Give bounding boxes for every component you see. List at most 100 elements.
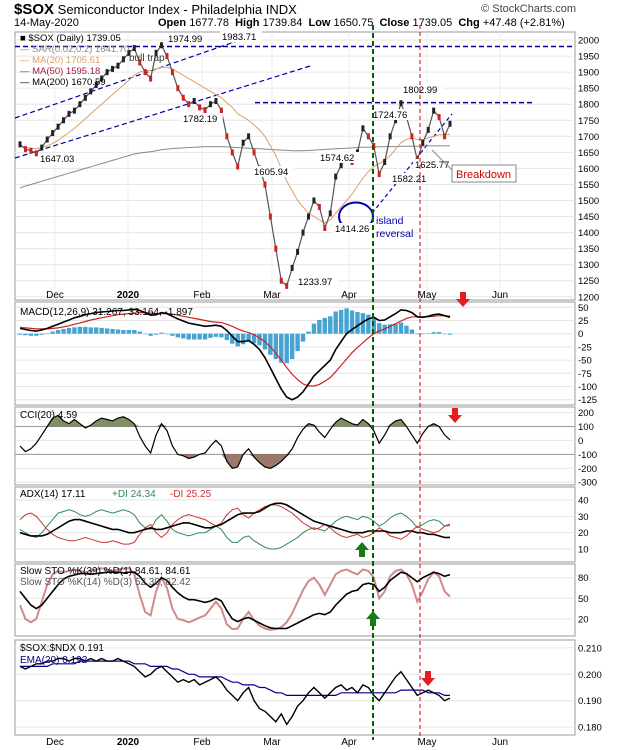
macd-histogram-bar bbox=[426, 333, 431, 334]
price-candle bbox=[334, 173, 338, 180]
macd-histogram-bar bbox=[344, 308, 349, 334]
adx-y-tick: 40 bbox=[578, 496, 589, 507]
low-value: 1650.75 bbox=[333, 17, 374, 29]
ma200-line bbox=[19, 145, 451, 189]
price-legend-item: — SAR(0.02,0.2) 1641.70 bbox=[20, 44, 129, 55]
cci-frame bbox=[14, 406, 576, 486]
macd-histogram-bar bbox=[153, 333, 159, 335]
price-candle bbox=[165, 53, 169, 60]
macd-histogram-bar bbox=[317, 319, 322, 334]
close-label: Close bbox=[379, 17, 410, 29]
price-candle bbox=[209, 101, 213, 108]
macd-histogram-bar bbox=[360, 313, 366, 334]
price-label: 1414.26 bbox=[335, 224, 369, 235]
macd-histogram-bar bbox=[279, 333, 284, 363]
price-candle bbox=[100, 75, 104, 82]
price-label: 1582.21 bbox=[392, 174, 426, 185]
macd-histogram-bar bbox=[355, 312, 360, 334]
price-x-label: 2020 bbox=[117, 290, 140, 301]
price-x-label: Feb bbox=[193, 290, 211, 301]
price-x-label: Jun bbox=[492, 290, 508, 301]
macd-histogram-bar bbox=[164, 333, 170, 335]
macd-histogram-bar bbox=[436, 332, 442, 334]
minus-di-line bbox=[19, 504, 451, 545]
macd-histogram-bar bbox=[39, 333, 44, 335]
price-x-label: Apr bbox=[341, 290, 357, 301]
price-candle bbox=[432, 107, 436, 114]
price-label-bg bbox=[38, 153, 80, 164]
price-candle bbox=[192, 98, 196, 105]
price-candle bbox=[394, 117, 398, 124]
price-y-tick: 1700 bbox=[578, 132, 599, 143]
macd-histogram-bar bbox=[208, 333, 213, 338]
price-label: 1724.76 bbox=[373, 110, 407, 121]
adx-y-tick: 20 bbox=[578, 528, 589, 539]
price-candle bbox=[23, 146, 27, 153]
trend-channel-lower bbox=[14, 65, 311, 159]
macd-histogram-bar bbox=[110, 328, 115, 334]
ratio-sell-arrow-icon bbox=[421, 671, 435, 686]
price-y-tick: 1400 bbox=[578, 228, 599, 239]
macd-histogram-bar bbox=[17, 333, 23, 335]
price-candle bbox=[274, 245, 278, 252]
cci-overbought-fill bbox=[20, 415, 450, 427]
macd-histogram-bar bbox=[284, 333, 289, 364]
price-candle bbox=[236, 163, 240, 170]
stoch-y-tick: 50 bbox=[578, 594, 589, 605]
ratio-ema-line bbox=[20, 660, 450, 697]
price-label: 1625.77 bbox=[415, 160, 449, 171]
price-candle bbox=[448, 120, 452, 127]
macd-histogram-bar bbox=[311, 323, 317, 334]
ratio-frame bbox=[14, 639, 576, 736]
price-y-tick: 1350 bbox=[578, 244, 599, 255]
price-label-bg bbox=[318, 152, 360, 163]
price-candle bbox=[40, 144, 44, 151]
price-y-tick: 1450 bbox=[578, 212, 599, 223]
breakdown-box bbox=[451, 164, 517, 183]
price-candle bbox=[317, 203, 321, 210]
macd-y-tick: 50 bbox=[578, 303, 589, 314]
price-candle bbox=[383, 158, 387, 165]
price-candle bbox=[268, 213, 272, 220]
price-candle bbox=[247, 133, 251, 140]
open-label: Open bbox=[158, 17, 187, 29]
bull-trap-annotation: bull trap bbox=[129, 53, 165, 64]
price-candle bbox=[225, 133, 229, 140]
macd-histogram-bar bbox=[251, 333, 257, 344]
price-candle bbox=[181, 94, 185, 101]
price-y-tick: 1550 bbox=[578, 180, 599, 191]
macd-histogram-bar bbox=[61, 328, 66, 334]
price-candle bbox=[67, 110, 71, 117]
macd-histogram-bar bbox=[219, 333, 224, 338]
price-x-label: Mar bbox=[263, 290, 281, 301]
price-label-bg bbox=[296, 276, 338, 287]
price-candle bbox=[170, 69, 174, 76]
price-label-bg bbox=[413, 159, 455, 170]
price-frame bbox=[14, 31, 576, 301]
chg-value: +47.48 (+2.81%) bbox=[482, 17, 565, 29]
price-y-tick: 1600 bbox=[578, 164, 599, 175]
ratio-line bbox=[19, 657, 451, 726]
macd-histogram-bar bbox=[404, 325, 409, 334]
price-candle bbox=[388, 133, 392, 140]
adx-line bbox=[19, 502, 451, 539]
macd-histogram-bar bbox=[235, 333, 240, 347]
macd-histogram-bar bbox=[99, 327, 104, 334]
price-candle bbox=[83, 94, 87, 101]
price-candle bbox=[323, 225, 327, 232]
price-candle bbox=[198, 104, 202, 111]
price-label: 1574.62 bbox=[320, 153, 354, 164]
stoch14-line bbox=[19, 567, 451, 631]
macd-histogram-bar bbox=[66, 327, 72, 334]
macd-histogram-bar bbox=[191, 333, 197, 340]
price-candle bbox=[301, 229, 305, 236]
price-candle bbox=[56, 123, 60, 130]
macd-legend: MACD(12,26,9) 31.267, 33.164, -1.897 bbox=[20, 307, 193, 318]
stoch-y-tick: 80 bbox=[578, 573, 589, 584]
price-candle bbox=[437, 114, 441, 121]
price-candle bbox=[421, 139, 425, 146]
cci-y-tick: -200 bbox=[578, 464, 597, 475]
price-label-bg bbox=[166, 33, 208, 44]
stoch-frame bbox=[14, 563, 576, 637]
price-candle bbox=[214, 98, 218, 105]
